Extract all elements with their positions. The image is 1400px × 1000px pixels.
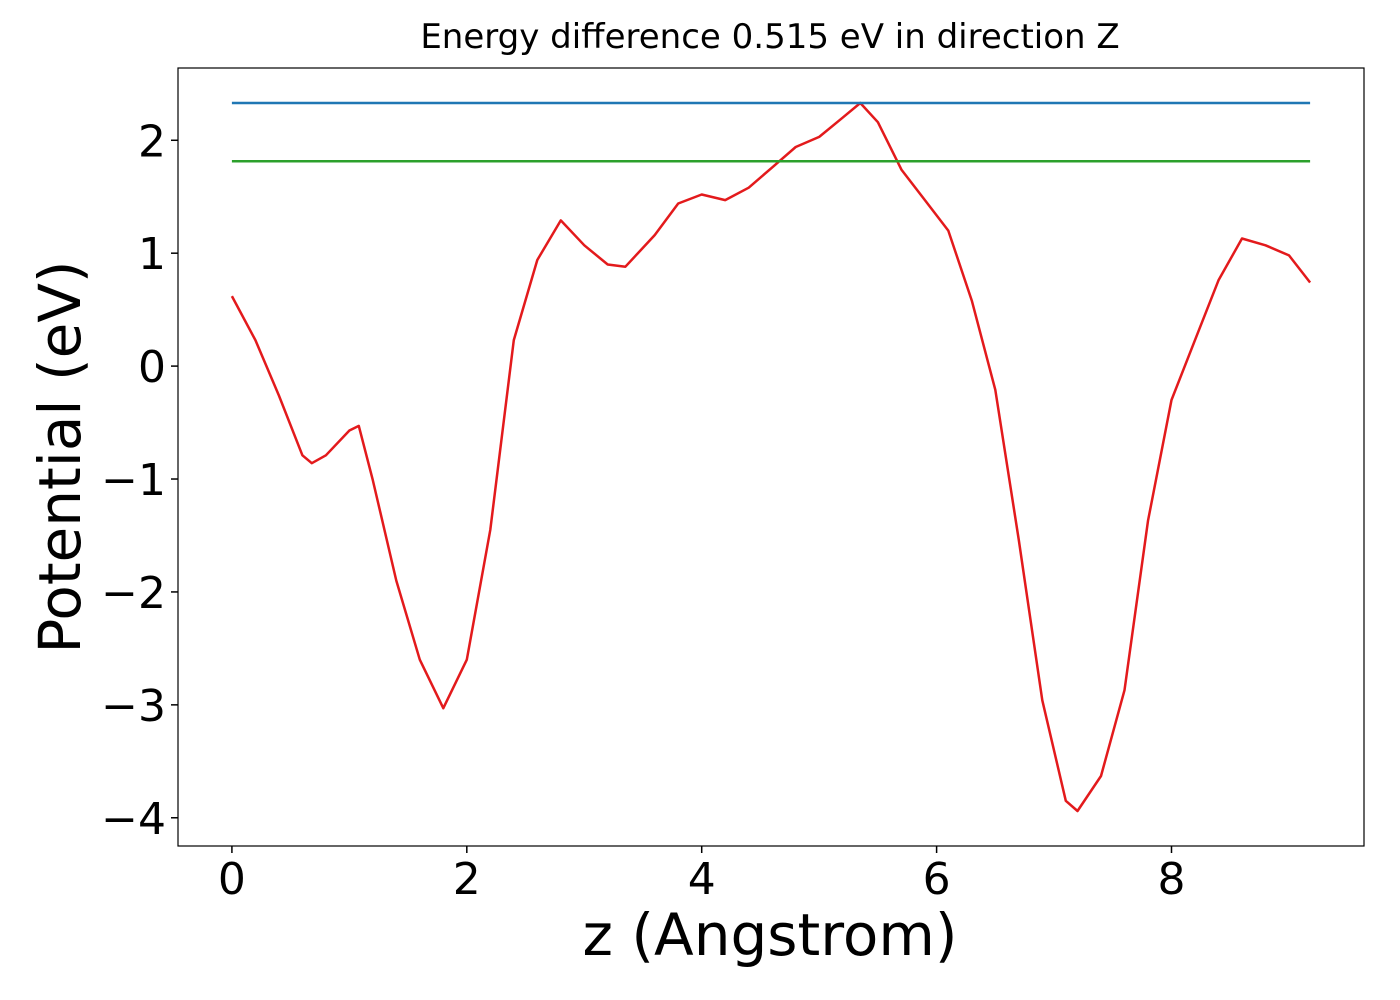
x-tick-label: 4 [688,854,716,905]
y-tick-label: −3 [101,681,166,732]
x-axis-label: z (Angstrom) [583,901,958,969]
y-tick-label: 0 [138,342,166,393]
y-tick-label: −2 [101,568,166,619]
plot-frame [177,67,1365,847]
chart-title: Energy difference 0.515 eV in direction … [420,17,1119,57]
y-tick-label: −1 [101,455,166,506]
x-tick-label: 6 [923,854,951,905]
data-line [230,101,1312,813]
y-axis-label: Potential (eV) [26,260,94,653]
x-tick-label: 8 [1158,854,1186,905]
x-tick-label: 2 [453,854,481,905]
y-tick-label: 2 [138,116,166,167]
x-tick-label: 0 [218,854,246,905]
y-tick-label: 1 [138,229,166,280]
y-tick-label: −4 [101,794,166,845]
